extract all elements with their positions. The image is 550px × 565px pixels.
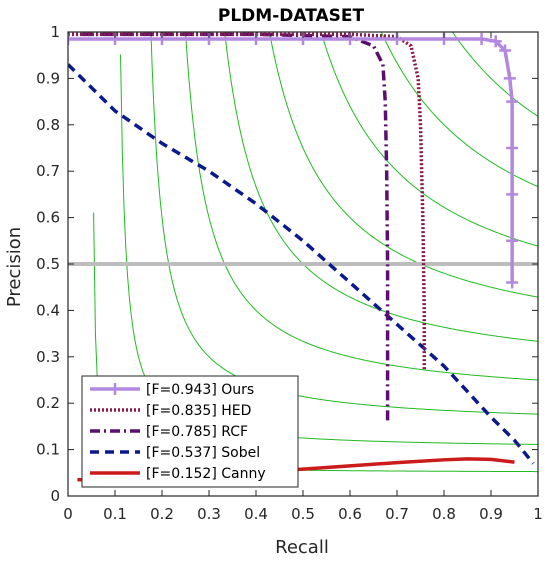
legend: [F=0.943] Ours [F=0.835] HED [F=0.785] RCF… <box>81 375 299 488</box>
series-marker <box>506 95 519 108</box>
series-marker <box>475 32 488 45</box>
legend-label: [F=0.943] Ours <box>146 382 254 398</box>
legend-label: [F=0.537] Sobel <box>146 445 260 461</box>
series-line <box>68 63 535 465</box>
y-tick-label: 0.6 <box>36 209 60 227</box>
x-tick-label: 1 <box>533 505 543 523</box>
legend-label: [F=0.835] HED <box>146 403 251 419</box>
y-tick-label: 1 <box>50 23 60 41</box>
x-tick-label: 0 <box>63 505 73 523</box>
legend-label: [F=0.785] RCF <box>146 424 248 440</box>
axes: 0 0.1 0.2 0.3 0.4 0.5 0.6 0.7 0.8 0.9 1 0 0.1 0.2 0.3 0… <box>36 23 543 523</box>
y-axis-label: Precision <box>4 227 25 307</box>
x-axis-label: Recall <box>275 537 329 558</box>
y-tick-label: 0.9 <box>36 69 60 87</box>
legend-label: [F=0.152] Canny <box>146 466 266 482</box>
y-tick-label: 0.7 <box>36 162 60 180</box>
x-tick-label: 0.4 <box>244 505 268 523</box>
series-marker <box>499 44 512 57</box>
y-tick-label: 0.5 <box>36 255 60 273</box>
x-tick-label: 0.2 <box>150 505 174 523</box>
iso-f-curve <box>451 32 538 117</box>
x-tick-label: 0.5 <box>291 505 315 523</box>
iso-f-curve <box>320 32 538 247</box>
y-tick-label: 0.3 <box>36 348 60 366</box>
series-marker <box>503 72 516 85</box>
series-marker <box>489 35 502 48</box>
y-tick-label: 0.1 <box>36 441 60 459</box>
x-tick-label: 0.1 <box>103 505 127 523</box>
series-marker <box>506 142 519 154</box>
iso-f-curve <box>268 32 538 298</box>
y-tick-label: 0.4 <box>36 301 60 319</box>
series-marker <box>68 32 74 45</box>
x-tick-label: 0.3 <box>197 505 221 523</box>
chart-title: PLDM-DATASET <box>218 6 365 26</box>
y-tick-label: 0.2 <box>36 394 60 412</box>
x-tick-label: 0.9 <box>479 505 503 523</box>
series-line <box>68 37 514 283</box>
legend-marker <box>109 383 121 395</box>
series-marker <box>506 276 519 289</box>
x-tick-label: 0.6 <box>338 505 362 523</box>
series-line <box>68 32 427 371</box>
y-tick-label: 0 <box>50 487 60 505</box>
y-tick-label: 0.8 <box>36 116 60 134</box>
iso-f-curve <box>150 32 538 415</box>
x-tick-label: 0.7 <box>385 505 409 523</box>
series-marker <box>506 188 519 201</box>
series-marker <box>506 234 519 247</box>
iso-f-curve <box>185 32 538 381</box>
x-tick-label: 0.8 <box>432 505 456 523</box>
series-line <box>82 32 390 422</box>
